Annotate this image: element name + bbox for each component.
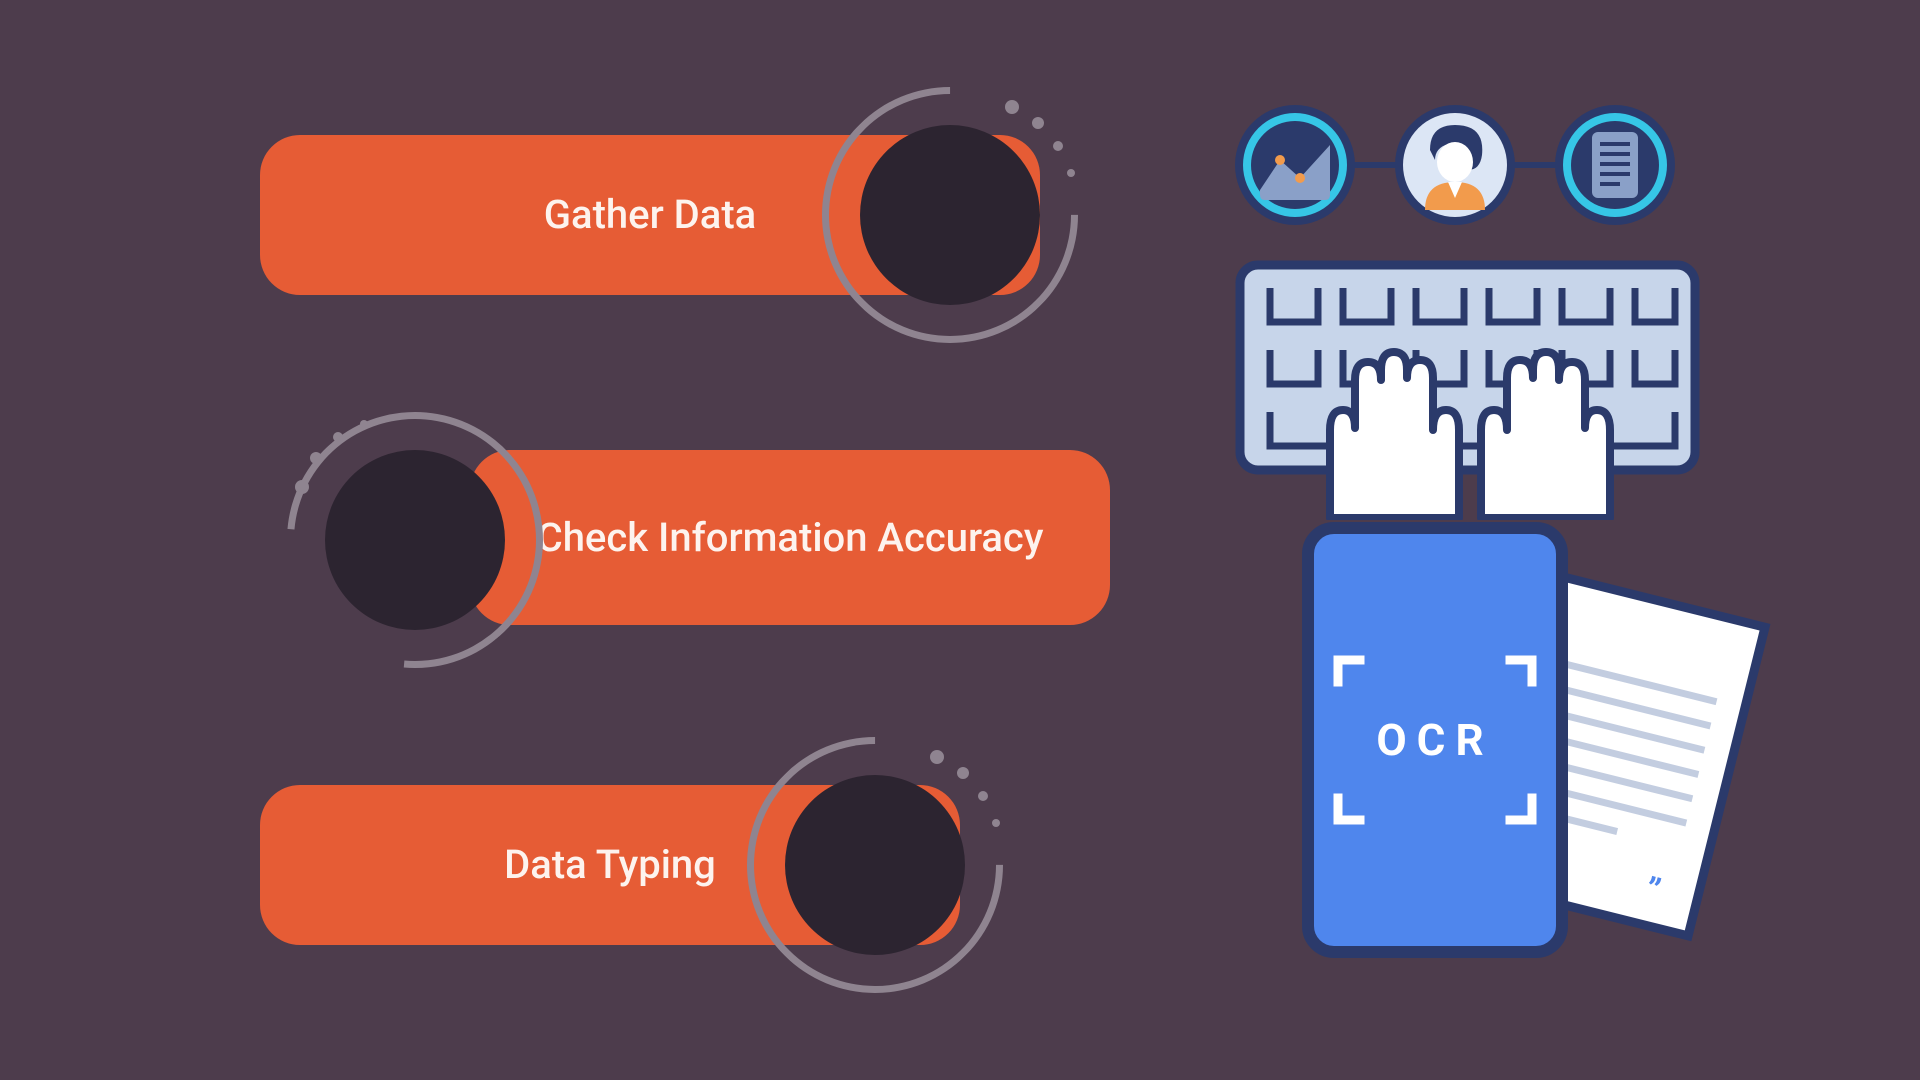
step-label-2: Check Information Accuracy [537,513,1044,563]
document-icon [1555,105,1675,225]
person-icon [1395,105,1515,225]
step-label-1: Gather Data [544,190,756,240]
chart-icon [1235,105,1355,225]
top-icons-svg [1230,100,1690,240]
step-node-1 [860,125,1040,305]
step-node-2 [325,450,505,630]
ocr-label: OCR [1376,714,1493,766]
step-pill-2: Check Information Accuracy [470,450,1110,625]
keyboard-illustration [1235,260,1705,520]
ocr-phone-illustration: OCR [1300,520,1570,960]
step-node-3 [785,775,965,955]
step-label-3: Data Typing [504,840,716,890]
top-icon-row [1230,100,1690,240]
